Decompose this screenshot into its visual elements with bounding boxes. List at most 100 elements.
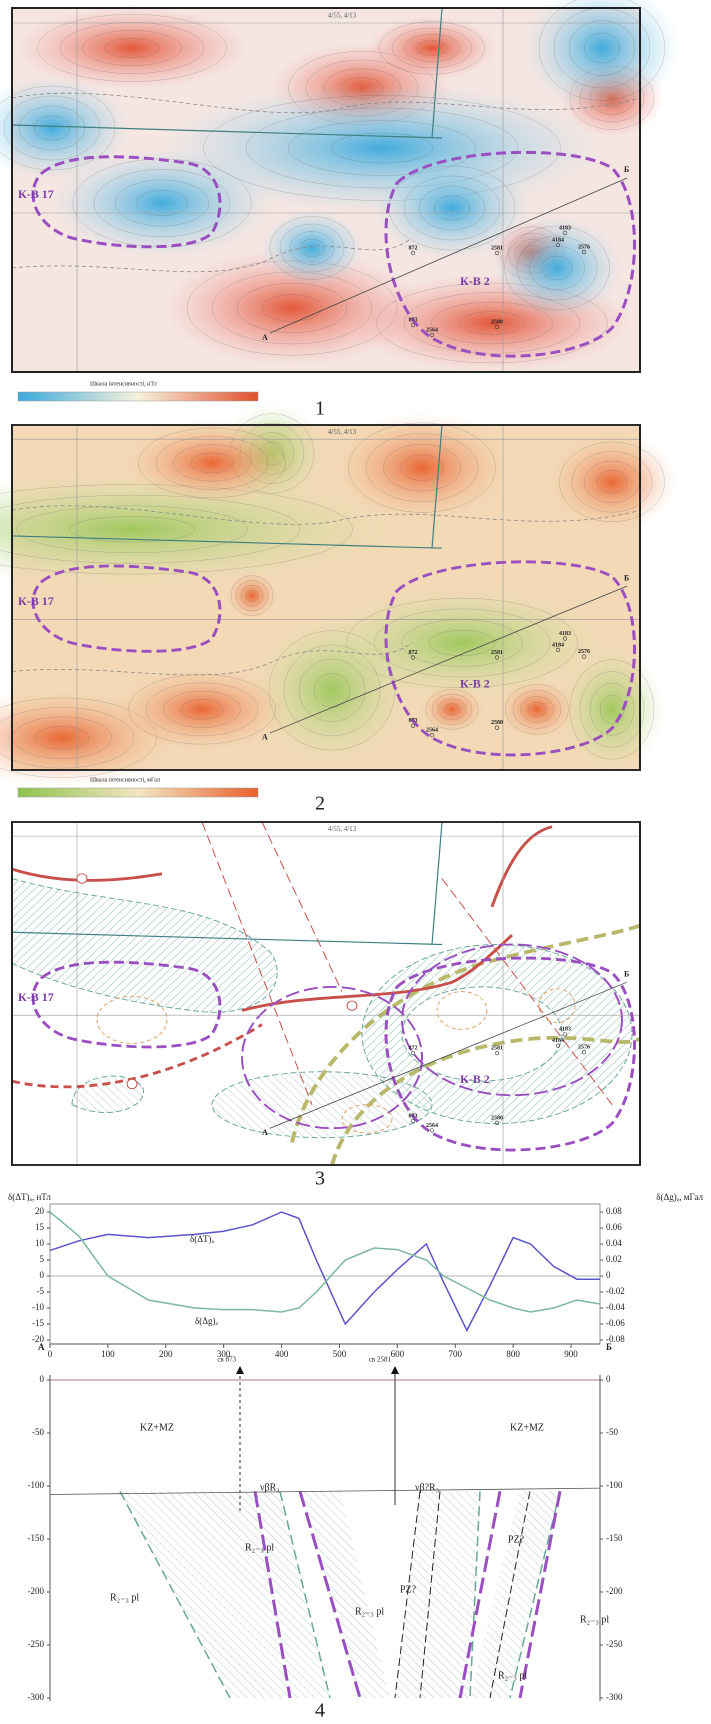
y2-tick-label: 0.02 (606, 1254, 622, 1264)
y-tick-label: 10 (35, 1238, 45, 1248)
panel-number: 2 (315, 793, 325, 815)
unit-label: νβ?R₃ (415, 1482, 439, 1493)
depth-label: -250 (606, 1639, 623, 1649)
y-tick-label: 20 (35, 1206, 45, 1216)
well-label: 872 (409, 1046, 418, 1052)
y2-tick-label: 0.06 (606, 1222, 622, 1232)
profile-end: А (262, 333, 268, 342)
y2-axis-label: δ(Δg)ₐ, мГал (656, 1192, 703, 1202)
figure: 4/55, 4/13К-В 17К-В 2АБ87225814183418425… (0, 0, 711, 1724)
sign (347, 1001, 357, 1010)
deposit-label: К-В 2 (460, 676, 490, 690)
deposit-label: К-В 2 (460, 1072, 490, 1086)
unit-label: R₂₋₃ pl (355, 1606, 384, 1617)
y-tick-label: -10 (32, 1302, 44, 1312)
depth-label: -150 (28, 1533, 45, 1543)
well-label: 2576 (578, 244, 590, 250)
depth-label: -100 (28, 1480, 45, 1490)
series-line (50, 1212, 600, 1312)
depth-label: -250 (28, 1639, 45, 1649)
anomaly (498, 679, 576, 741)
anomaly (260, 209, 364, 287)
unit-label: R₂₋₃ pl (580, 1614, 609, 1625)
well-label: 2581 (491, 650, 503, 656)
unit-label: R₂₋₃ pl (110, 1592, 139, 1603)
well-label: 4184 (552, 1038, 564, 1044)
profile-end: Б (606, 1342, 612, 1352)
x-tick-label: 700 (449, 1349, 463, 1359)
well-label: 873 (409, 1113, 418, 1119)
unit-label: R₂₋₃ pl (498, 1670, 527, 1681)
unit-label: PZ? (400, 1584, 417, 1595)
y2-tick-label: -0.02 (606, 1286, 625, 1296)
well-label: 2580 (491, 720, 503, 726)
well-label: 2576 (578, 1045, 590, 1051)
anomaly (331, 412, 513, 523)
y-axis-label: δ(ΔT)ₐ, нТл (8, 1192, 51, 1202)
well-label: 4183 (559, 1027, 571, 1033)
profile-end: Б (624, 969, 629, 978)
depth-label: -50 (606, 1427, 618, 1437)
panel-number: 3 (315, 1168, 325, 1190)
x-tick-label: 200 (159, 1349, 173, 1359)
sheet-label: 4/55, 4/13 (328, 428, 357, 436)
anomaly (492, 216, 622, 320)
well-label: 2564 (426, 327, 438, 333)
y-tick-label: -15 (32, 1318, 44, 1328)
color-scale (18, 392, 258, 401)
well-label: 872 (409, 245, 418, 251)
borehole-head (236, 1366, 244, 1374)
sign (127, 1079, 137, 1088)
well-label: 4183 (559, 631, 571, 637)
well-label: 2581 (491, 1046, 503, 1052)
borehole-head (391, 1366, 399, 1374)
scale-title: Шкала інтенсивності, нТл (90, 381, 157, 387)
y2-tick-label: 0 (606, 1270, 611, 1280)
map-geo (12, 822, 640, 1165)
x-tick-label: 800 (506, 1349, 520, 1359)
well-label: 873 (409, 718, 418, 724)
well-label: 2580 (491, 319, 503, 325)
color-scale (18, 788, 258, 797)
unit-label: KZ+MZ (140, 1422, 174, 1433)
well-label: 873 (409, 317, 418, 323)
sheet-label: 4/55, 4/13 (328, 12, 357, 20)
series-label: δ(Δg)ₐ (195, 1316, 219, 1326)
profile-end: А (38, 1342, 45, 1352)
unit-label: PZ? (508, 1534, 525, 1545)
deposit-label: К-В 17 (18, 594, 54, 608)
well-label: 4184 (552, 237, 564, 243)
y-tick-label: 0 (40, 1270, 45, 1280)
profile-end: Б (624, 165, 629, 174)
chart-frame (50, 1204, 600, 1344)
deposit-label: К-В 2 (460, 274, 490, 288)
x-tick-label: 900 (564, 1349, 578, 1359)
series-line (50, 1212, 600, 1330)
well-label: 2576 (578, 649, 590, 655)
sign (77, 874, 87, 883)
y2-tick-label: -0.04 (606, 1302, 625, 1312)
sheet-label: 4/55, 4/13 (328, 825, 357, 833)
unit-label: νβR₃ (260, 1482, 280, 1493)
scale-title: Шкала інтенсивності, мГал (90, 777, 160, 783)
depth-label: -200 (28, 1586, 45, 1596)
unit-label: R₂₋₃ pl (245, 1542, 274, 1553)
deposit-label: К-В 17 (18, 187, 54, 201)
well-label: 4183 (559, 225, 571, 231)
x-tick-label: 600 (391, 1349, 405, 1359)
y-tick-label: 5 (40, 1254, 45, 1264)
profile-end: Б (624, 573, 629, 582)
depth-label: -150 (606, 1533, 623, 1543)
page: {"panels": [ {"number": "1", "sheet": "4… (0, 0, 711, 1724)
panel-number: 4 (315, 1700, 325, 1722)
y2-tick-label: -0.06 (606, 1318, 625, 1328)
y-tick-label: -5 (37, 1286, 45, 1296)
anomaly (226, 571, 278, 620)
y2-tick-label: 0.04 (606, 1238, 622, 1248)
x-tick-label: 100 (101, 1349, 115, 1359)
unit-label: KZ+MZ (510, 1422, 544, 1433)
depth-label: -100 (606, 1480, 623, 1490)
depth-label: -200 (606, 1586, 623, 1596)
depth-label: -300 (28, 1692, 45, 1702)
well-label: 2564 (426, 1123, 438, 1129)
